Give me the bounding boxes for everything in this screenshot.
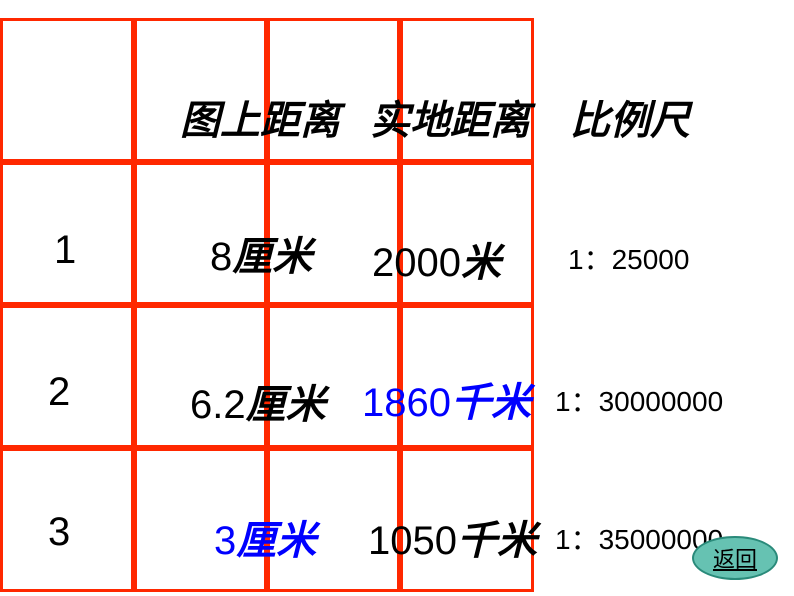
row1-map-unit: 厘米	[232, 234, 312, 279]
row1-map-distance: 8厘米	[210, 224, 312, 282]
back-button[interactable]: 返回	[692, 536, 778, 580]
row-number-2: 2	[48, 370, 70, 415]
row3-map-unit: 厘米	[236, 518, 316, 563]
row2-map-unit: 厘米	[246, 382, 326, 427]
row3-real-distance: 1050千米	[368, 508, 537, 566]
grid-cell	[0, 18, 134, 162]
row-number-3: 3	[48, 510, 70, 555]
row-number-1: 1	[54, 228, 76, 273]
header-real-distance: 实地距离	[370, 88, 530, 146]
row2-real-unit: 千米	[451, 380, 531, 425]
row1-real-distance: 2000米	[372, 230, 501, 288]
header-map-distance: 图上距离	[180, 88, 340, 146]
row2-real-num: 1860	[362, 381, 451, 425]
row1-map-num: 8	[210, 235, 232, 279]
row3-map-num: 3	[214, 519, 236, 563]
row1-scale: 1：25000	[568, 238, 689, 278]
row2-map-num: 6.2	[190, 383, 246, 427]
row2-map-distance: 6.2厘米	[190, 372, 326, 430]
row3-real-num: 1050	[368, 519, 457, 563]
row1-real-num: 2000	[372, 241, 461, 285]
row2-real-distance: 1860千米	[362, 370, 531, 428]
header-scale: 比例尺	[570, 88, 690, 146]
row1-real-unit: 米	[461, 240, 501, 285]
row3-real-unit: 千米	[457, 518, 537, 563]
row3-map-distance: 3厘米	[214, 508, 316, 566]
row2-scale: 1：30000000	[555, 380, 723, 420]
